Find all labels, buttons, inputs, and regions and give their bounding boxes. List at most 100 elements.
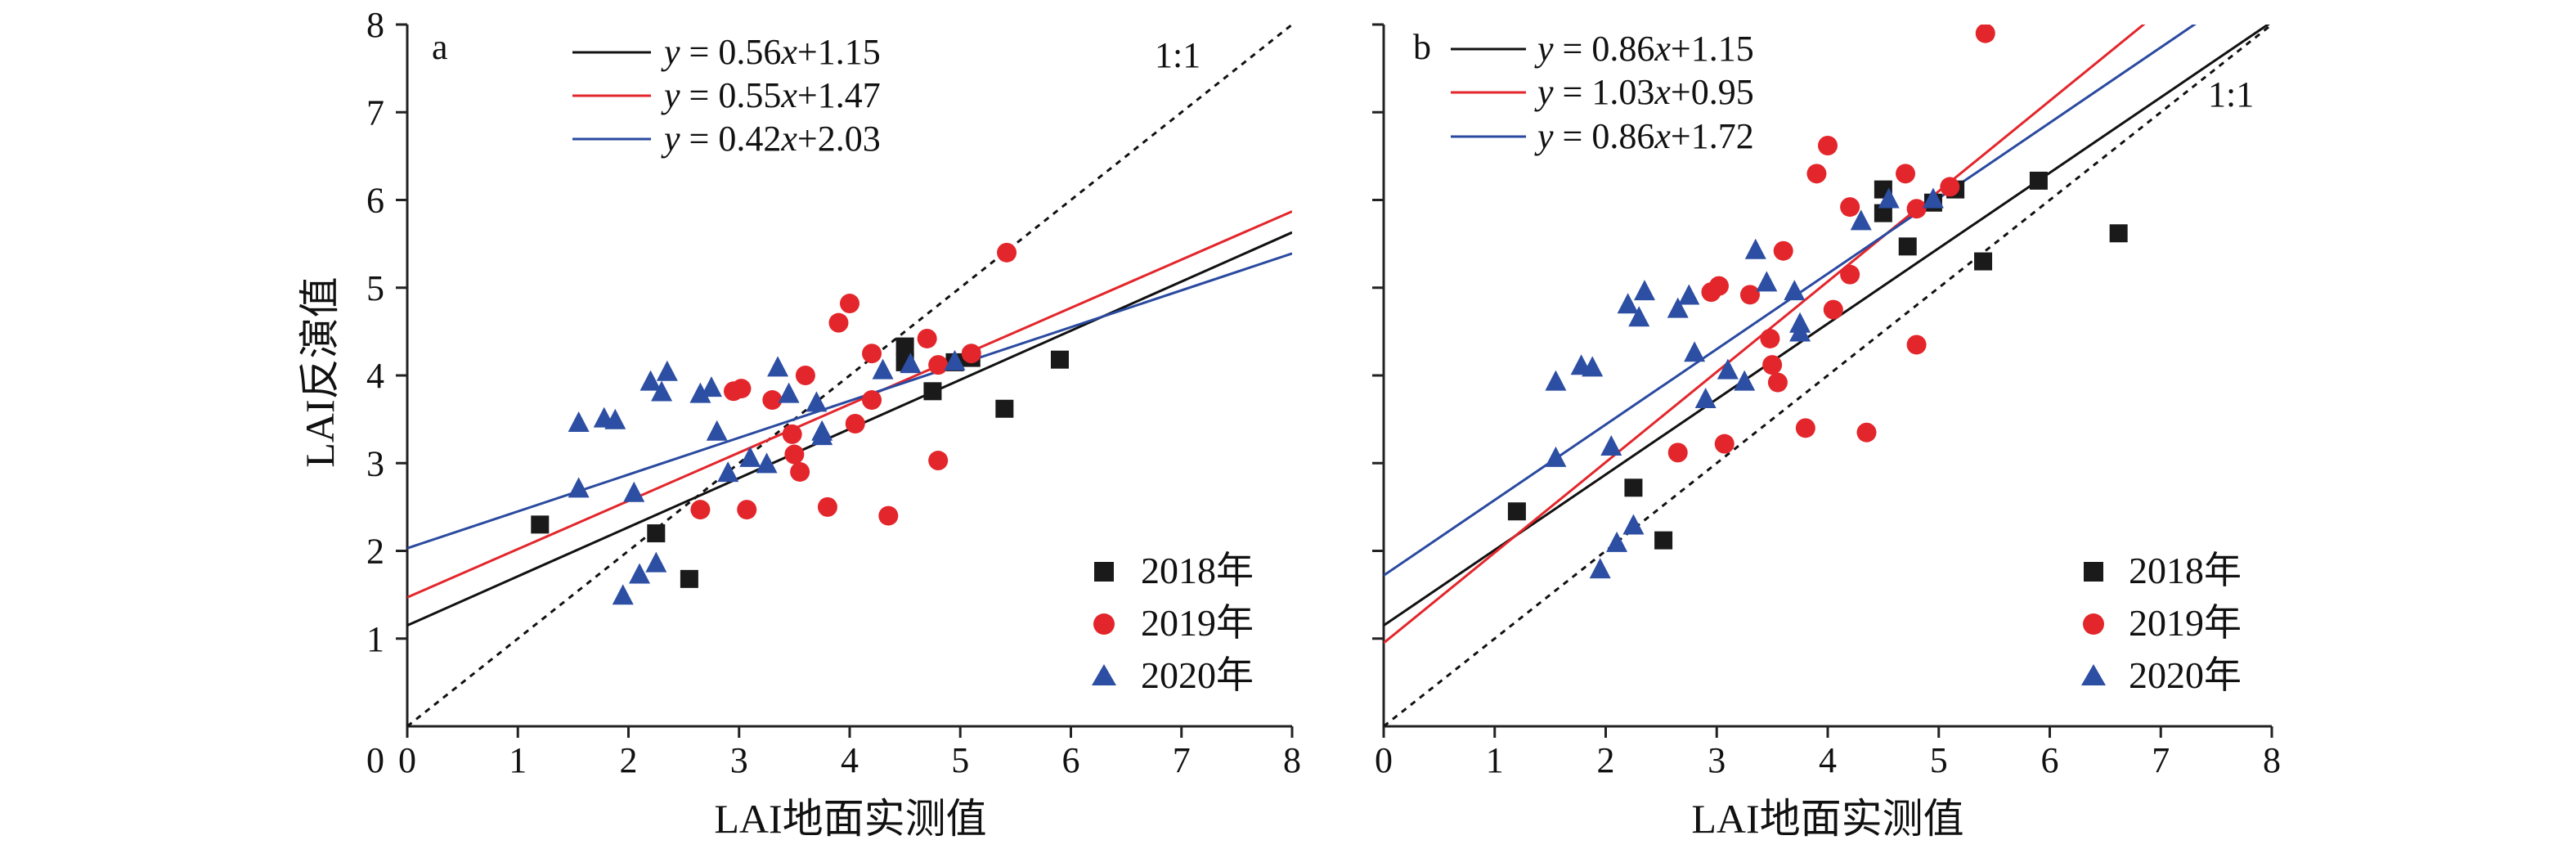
data-point-square (923, 382, 942, 401)
data-point-triangle (1628, 306, 1650, 327)
data-point-square (680, 569, 698, 588)
x-tick-label: 6 (2041, 740, 2059, 780)
equation-2019: y = 0.55x+1.47 (661, 75, 881, 115)
data-point-triangle (1667, 297, 1689, 318)
data-point-triangle (1582, 356, 1604, 377)
data-point-circle (1739, 285, 1760, 305)
data-point-triangle (640, 370, 662, 391)
y-tick-label: 5 (366, 268, 384, 308)
one-to-one-line (407, 25, 1292, 726)
legend-marker-2018-square (2084, 562, 2103, 582)
legend-marker-2019-circle (2083, 613, 2104, 635)
data-point-circle (828, 312, 849, 333)
panel-b-fit-lines (1384, 25, 2272, 726)
data-point-square (1654, 531, 1673, 550)
data-point-triangle (1678, 284, 1700, 305)
data-point-square (647, 524, 666, 543)
data-point-triangle (806, 391, 828, 412)
legend-label-2018: 2018年 (1141, 550, 1254, 591)
data-point-triangle (1734, 370, 1756, 391)
data-point-triangle (1850, 209, 1872, 231)
data-point-triangle (1922, 187, 1944, 209)
equation-2019: y = 1.03x+0.95 (1534, 72, 1754, 112)
legend-marker-2020-triangle (2081, 664, 2106, 685)
data-point-circle (917, 328, 937, 348)
data-point-circle (1818, 136, 1838, 156)
regression-line-2020 (407, 252, 1292, 550)
data-point-square (1624, 478, 1643, 497)
legend-marker-2019-circle (1093, 613, 1115, 635)
legend-label-2020: 2020年 (1141, 654, 1254, 696)
data-point-circle (1708, 276, 1729, 296)
data-point-triangle (1545, 446, 1567, 467)
data-point-circle (1856, 422, 1877, 442)
x-tick-label: 1 (1486, 740, 1504, 780)
y-tick-label: 0 (366, 740, 384, 780)
panel-b-points (1507, 25, 2128, 579)
x-tick-label: 2 (1597, 740, 1615, 780)
data-point-triangle (1744, 238, 1766, 259)
data-point-circle (762, 390, 783, 411)
data-point-triangle (1756, 271, 1778, 292)
legend-label-2019: 2019年 (2129, 602, 2242, 644)
data-point-triangle (1717, 358, 1739, 380)
data-point-triangle (568, 477, 590, 498)
data-point-triangle (872, 358, 894, 380)
data-point-triangle (944, 349, 966, 371)
data-point-triangle (1634, 280, 1656, 301)
data-point-square (2029, 171, 2048, 190)
y-tick-label: 2 (366, 532, 384, 572)
data-point-circle (1906, 335, 1927, 355)
data-point-triangle (900, 353, 922, 374)
equation-2020: y = 0.42x+2.03 (661, 119, 881, 159)
data-point-triangle (1784, 280, 1806, 301)
data-point-circle (862, 344, 882, 364)
data-point-triangle (706, 420, 728, 441)
data-point-triangle (568, 411, 590, 432)
data-point-square (1874, 204, 1892, 222)
data-point-triangle (623, 481, 645, 502)
y-tick-label: 4 (366, 356, 384, 396)
data-point-triangle (1878, 187, 1900, 209)
data-point-square (1507, 502, 1526, 521)
data-point-circle (878, 505, 899, 526)
data-point-square (1050, 350, 1069, 369)
data-point-circle (1767, 372, 1788, 393)
data-point-circle (1823, 299, 1843, 320)
data-point-circle (961, 344, 981, 364)
x-tick-label: 7 (1173, 740, 1191, 780)
panel-a-ticks (396, 23, 1294, 738)
data-point-circle (1896, 164, 1916, 184)
x-tick-label: 8 (1283, 740, 1301, 780)
panel-b-x-axis-label: LAI地面实测值 (1691, 796, 1963, 842)
x-tick-label: 3 (1708, 740, 1726, 780)
data-point-triangle (1622, 514, 1645, 535)
data-point-circle (1667, 442, 1688, 463)
data-point-circle (1940, 177, 1960, 197)
data-point-circle (1773, 240, 1793, 261)
data-point-triangle (1617, 293, 1639, 314)
regression-line-2018 (1384, 25, 2270, 627)
legend-label-2019: 2019年 (1141, 602, 1254, 644)
data-point-circle (1975, 25, 1995, 43)
data-point-circle (845, 413, 865, 433)
legend-marker-2020-triangle (1092, 664, 1116, 685)
panel-a-points (531, 242, 1069, 605)
data-point-triangle (651, 380, 673, 402)
data-point-triangle (700, 376, 722, 398)
data-point-circle (690, 500, 711, 520)
data-point-triangle (1589, 558, 1611, 579)
x-tick-label: 0 (398, 740, 416, 780)
x-tick-label: 3 (730, 740, 748, 780)
data-point-triangle (629, 563, 651, 584)
legend-label-2020: 2020年 (2129, 654, 2242, 696)
data-point-triangle (739, 446, 761, 467)
data-point-triangle (1684, 341, 1706, 362)
data-point-circle (928, 451, 949, 471)
panel-a-tick-labels: 0 1 2 3 4 5 6 7 8 1 2 3 4 5 6 7 8 0 (366, 5, 1301, 780)
data-point-circle (1760, 328, 1780, 348)
data-point-square (1974, 252, 1993, 271)
panel-b-tick-labels: 0 1 2 3 4 5 6 7 8 (1375, 740, 2281, 780)
data-point-triangle (717, 461, 739, 483)
x-tick-label: 1 (509, 740, 527, 780)
